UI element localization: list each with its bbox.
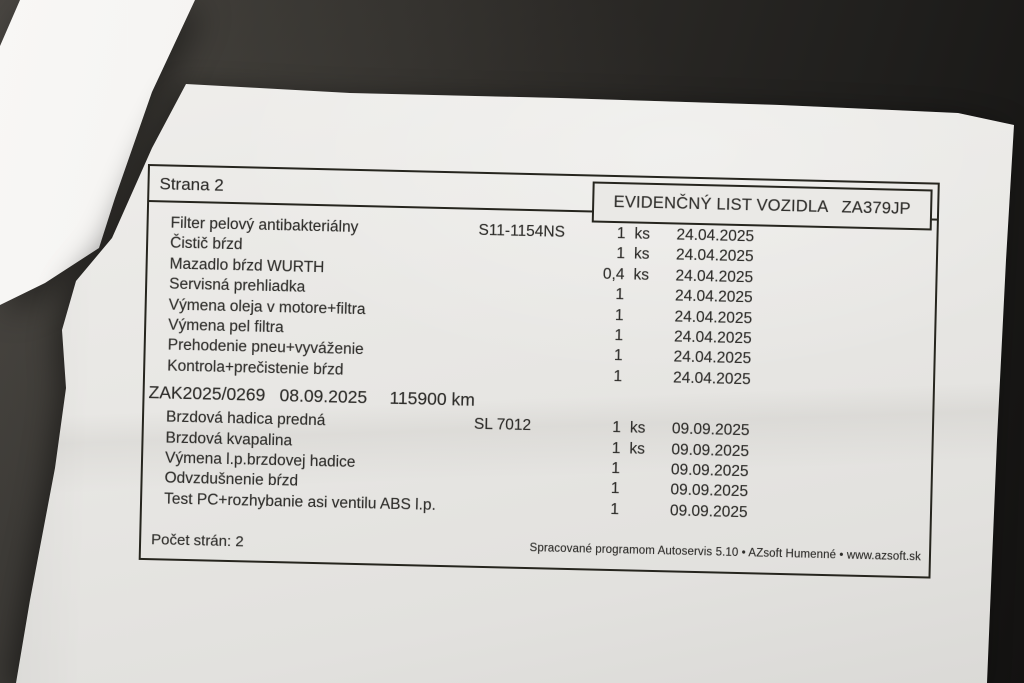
item-quantity: 1 [611, 439, 621, 457]
item-date: 09.09.2025 [670, 461, 749, 481]
item-quantity: 1 [614, 326, 624, 345]
item-name: Výmena oleja v motore+filtra [168, 296, 366, 318]
item-name: Filter pelový antibakteriálny [170, 214, 359, 236]
item-date: 09.09.2025 [670, 481, 749, 501]
item-name: Čistič bŕzd [169, 234, 243, 254]
item-date: 24.04.2025 [672, 369, 751, 388]
item-quantity: 1 [610, 480, 620, 498]
item-name: Výmena pel filtra [168, 316, 284, 337]
order-date: 08.09.2025 [279, 385, 368, 408]
item-unit: ks [634, 225, 651, 243]
item-quantity: 1 [612, 419, 622, 437]
item-date: 24.04.2025 [675, 267, 754, 287]
item-date: 24.04.2025 [676, 226, 755, 246]
item-unit: ks [633, 266, 650, 284]
item-unit: ks [633, 245, 650, 264]
item-date: 24.04.2025 [673, 348, 752, 368]
service-section-1: Filter pelový antibakteriálny S11-1154NS… [145, 214, 937, 396]
item-quantity: 1 [616, 225, 626, 243]
document-title: EVIDENČNÝ LIST VOZIDLA [613, 192, 829, 217]
item-quantity: 0,4 [602, 265, 625, 284]
item-name: Prehodenie pneu+vyváženie [167, 336, 364, 359]
order-number: ZAK2025/0269 [148, 382, 266, 405]
page-label: Strana 2 [159, 174, 225, 195]
item-name: Kontrola+prečistenie bŕzd [167, 357, 344, 379]
item-date: 24.04.2025 [674, 308, 753, 327]
item-name: Mazadlo bŕzd WURTH [169, 255, 325, 276]
item-date: 09.09.2025 [671, 440, 750, 460]
item-name: Brzdová kvapalina [165, 429, 293, 449]
item-quantity: 1 [616, 245, 626, 263]
item-date: 09.09.2025 [669, 502, 748, 521]
item-date: 24.04.2025 [674, 287, 753, 307]
item-date: 24.04.2025 [673, 328, 752, 348]
software-credit: Spracované programom Autoservis 5.10 • A… [529, 542, 922, 564]
item-name: Výmena l.p.brzdovej hadice [164, 449, 356, 471]
item-quantity: 1 [615, 286, 625, 304]
item-name: Brzdová hadica predná [165, 408, 326, 430]
service-section-2: Brzdová hadica predná SL 7012 1 ks 09.09… [142, 408, 932, 528]
service-record-table: Strana 2 EVIDENČNÝ LIST VOZIDLA ZA379JP … [138, 164, 940, 579]
item-name: Odvzdušnenie bŕzd [164, 469, 299, 490]
item-quantity: 1 [611, 459, 621, 478]
item-unit: ks [629, 439, 646, 458]
item-quantity: 1 [614, 306, 624, 324]
plate-number: ZA379JP [841, 198, 912, 218]
item-part-number: SL 7012 [473, 415, 532, 435]
page-count: Počet strán: 2 [150, 531, 244, 551]
item-name: Servisná prehliadka [168, 275, 306, 296]
item-unit: ks [629, 419, 646, 437]
item-quantity: 1 [610, 500, 620, 518]
item-date: 09.09.2025 [671, 420, 750, 440]
item-quantity: 1 [613, 347, 623, 365]
item-date: 24.04.2025 [675, 246, 754, 266]
order-odometer: 115900 km [389, 387, 476, 410]
item-quantity: 1 [613, 367, 623, 385]
item-part-number: S11-1154NS [478, 221, 566, 241]
document-title-box: EVIDENČNÝ LIST VOZIDLA ZA379JP [591, 181, 933, 231]
